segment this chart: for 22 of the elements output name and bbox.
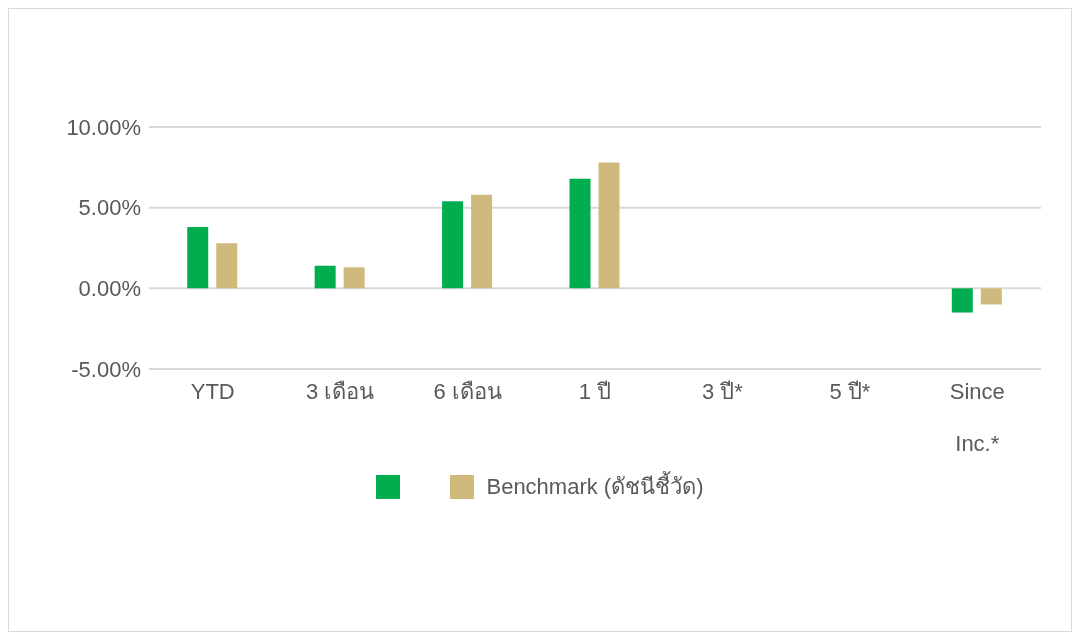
bar (216, 243, 238, 289)
bar (471, 194, 493, 289)
x-tick-label: 3 เดือน (305, 379, 375, 404)
bar (442, 201, 464, 289)
x-tick-label: YTD (190, 379, 235, 404)
y-tick-label: 5.00% (78, 195, 141, 221)
category-label: Since Inc.* (949, 379, 1005, 456)
y-tick-label: 0.00% (78, 276, 141, 302)
bar (187, 227, 209, 289)
bar (980, 288, 1002, 305)
legend-label: Benchmark (ดัชนีชี้วัด) (486, 470, 704, 501)
x-tick-label: 1 ปี (578, 379, 612, 404)
bar (343, 267, 365, 289)
x-tick-label: 6 เดือน (433, 379, 502, 404)
y-tick-label: 10.00% (66, 114, 141, 140)
x-tick-label: 5 ปี* (829, 379, 871, 404)
bar (598, 162, 620, 289)
bar (314, 265, 336, 289)
bar (569, 178, 591, 289)
y-tick-label: -5.00% (71, 356, 141, 382)
x-tick-label: 3 ปี* (701, 379, 744, 404)
bar (951, 288, 973, 313)
